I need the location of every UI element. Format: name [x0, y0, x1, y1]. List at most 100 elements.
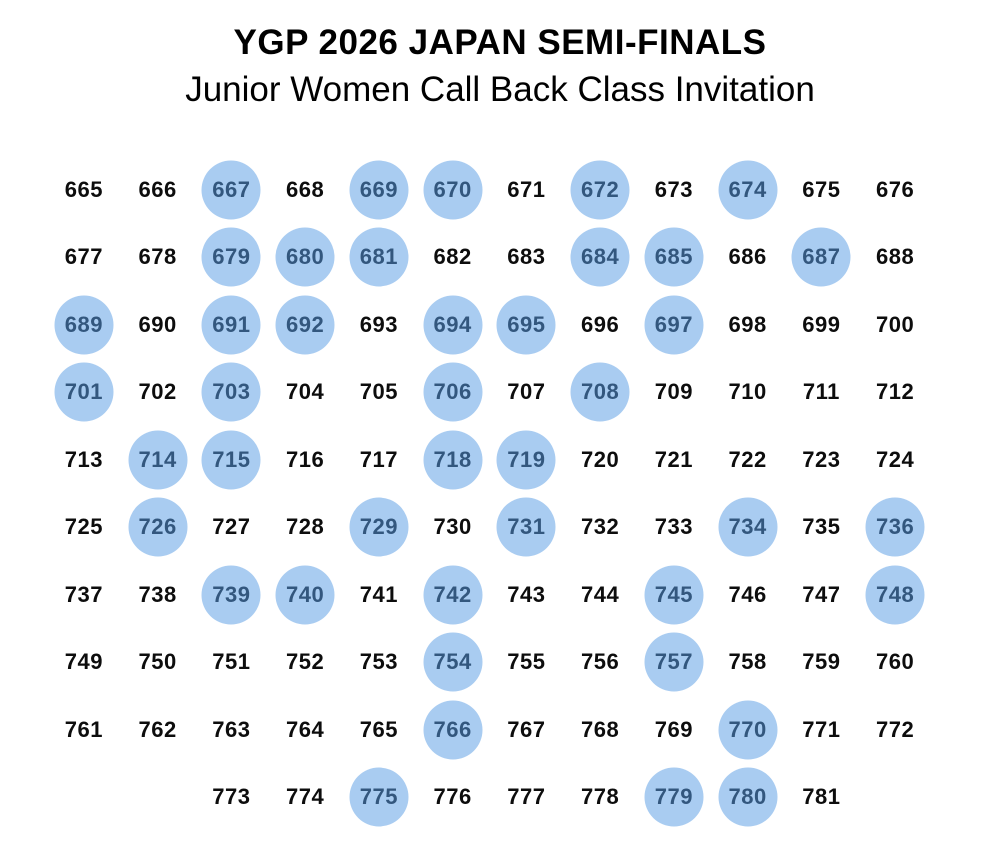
- bib-number-label: 707: [507, 379, 546, 405]
- bib-number: 773: [195, 764, 269, 832]
- bib-grid: 665 666 667 668 669 670 671 672 673 674 675 676 677 6…: [47, 156, 932, 831]
- bib-number-label: 686: [728, 244, 767, 270]
- bib-number-label: 774: [286, 784, 325, 810]
- called-bib-number: 731: [490, 494, 564, 562]
- bib-number-label: 714: [138, 446, 177, 472]
- bib-number: 723: [785, 426, 859, 494]
- bib-number-label: 709: [654, 379, 693, 405]
- flyer-header: YGP 2026 JAPAN SEMI-FINALS Junior Women …: [0, 0, 1000, 114]
- bib-number: 713: [47, 426, 121, 494]
- bib-number-label: 729: [359, 514, 398, 540]
- bib-number: 671: [490, 156, 564, 224]
- bib-number: 702: [121, 359, 195, 427]
- bib-number: 696: [563, 291, 637, 359]
- bib-number: 764: [268, 696, 342, 764]
- bib-number: 728: [268, 494, 342, 562]
- bib-number: 717: [342, 426, 416, 494]
- bib-number-label: 754: [433, 649, 472, 675]
- bib-number-label: 699: [802, 311, 841, 337]
- bib-number: 767: [490, 696, 564, 764]
- bib-number-label: 725: [64, 514, 103, 540]
- bib-number-label: 695: [507, 311, 546, 337]
- bib-number: 758: [711, 629, 785, 697]
- bib-number-label: 683: [507, 244, 546, 270]
- bib-number-label: 734: [728, 514, 767, 540]
- called-bib-number: 701: [47, 359, 121, 427]
- bib-number-label: 731: [507, 514, 546, 540]
- bib-number-label: 730: [433, 514, 472, 540]
- bib-number: 763: [195, 696, 269, 764]
- bib-number: 675: [785, 156, 859, 224]
- bib-number-label: 762: [138, 716, 177, 742]
- bib-number-label: 776: [433, 784, 472, 810]
- bib-number-label: 732: [581, 514, 620, 540]
- bib-number: 705: [342, 359, 416, 427]
- bib-number: 765: [342, 696, 416, 764]
- bib-number-label: 715: [212, 446, 251, 472]
- bib-number-label: 769: [654, 716, 693, 742]
- called-bib-number: 680: [268, 224, 342, 292]
- bib-number-label: 678: [138, 244, 177, 270]
- bib-number-label: 685: [654, 244, 693, 270]
- bib-number: 683: [490, 224, 564, 292]
- bib-number: 733: [637, 494, 711, 562]
- called-bib-number: 695: [490, 291, 564, 359]
- bib-number-label: 692: [286, 311, 325, 337]
- bib-number-label: 705: [359, 379, 398, 405]
- bib-number: 704: [268, 359, 342, 427]
- called-bib-number: 726: [121, 494, 195, 562]
- bib-number-label: 694: [433, 311, 472, 337]
- bib-number: 698: [711, 291, 785, 359]
- bib-number-label: 698: [728, 311, 767, 337]
- bib-number-label: 693: [359, 311, 398, 337]
- empty-cell: [121, 764, 195, 832]
- bib-number-label: 768: [581, 716, 620, 742]
- bib-number-label: 726: [138, 514, 177, 540]
- bib-number: 771: [785, 696, 859, 764]
- bib-number-label: 771: [802, 716, 841, 742]
- bib-number: 673: [637, 156, 711, 224]
- bib-number: 712: [858, 359, 932, 427]
- bib-number-label: 728: [286, 514, 325, 540]
- bib-number: 720: [563, 426, 637, 494]
- bib-number-label: 722: [728, 446, 767, 472]
- bib-number: 707: [490, 359, 564, 427]
- bib-number-label: 691: [212, 311, 251, 337]
- bib-number: 755: [490, 629, 564, 697]
- event-subtitle: Junior Women Call Back Class Invitation: [185, 70, 815, 109]
- bib-number-label: 737: [64, 581, 103, 607]
- bib-number: 747: [785, 561, 859, 629]
- bib-number-label: 742: [433, 581, 472, 607]
- bib-number-label: 765: [359, 716, 398, 742]
- bib-number: 727: [195, 494, 269, 562]
- bib-number: 686: [711, 224, 785, 292]
- bib-number: 721: [637, 426, 711, 494]
- bib-number-label: 700: [876, 311, 915, 337]
- bib-number-label: 721: [654, 446, 693, 472]
- bib-number: 699: [785, 291, 859, 359]
- bib-number: 778: [563, 764, 637, 832]
- empty-cell: [858, 764, 932, 832]
- bib-number-label: 759: [802, 649, 841, 675]
- bib-number: 738: [121, 561, 195, 629]
- bib-number-label: 749: [64, 649, 103, 675]
- called-bib-number: 745: [637, 561, 711, 629]
- bib-number: 666: [121, 156, 195, 224]
- bib-number-label: 763: [212, 716, 251, 742]
- bib-number-label: 682: [433, 244, 472, 270]
- bib-number-label: 668: [286, 176, 325, 202]
- bib-number: 678: [121, 224, 195, 292]
- bib-number-label: 761: [64, 716, 103, 742]
- bib-number: 753: [342, 629, 416, 697]
- bib-number-label: 712: [876, 379, 915, 405]
- bib-number: 730: [416, 494, 490, 562]
- bib-number: 768: [563, 696, 637, 764]
- called-bib-number: 708: [563, 359, 637, 427]
- bib-number-label: 670: [433, 176, 472, 202]
- called-bib-number: 770: [711, 696, 785, 764]
- bib-number: 743: [490, 561, 564, 629]
- bib-number: 716: [268, 426, 342, 494]
- bib-number-label: 669: [359, 176, 398, 202]
- bib-number-label: 681: [359, 244, 398, 270]
